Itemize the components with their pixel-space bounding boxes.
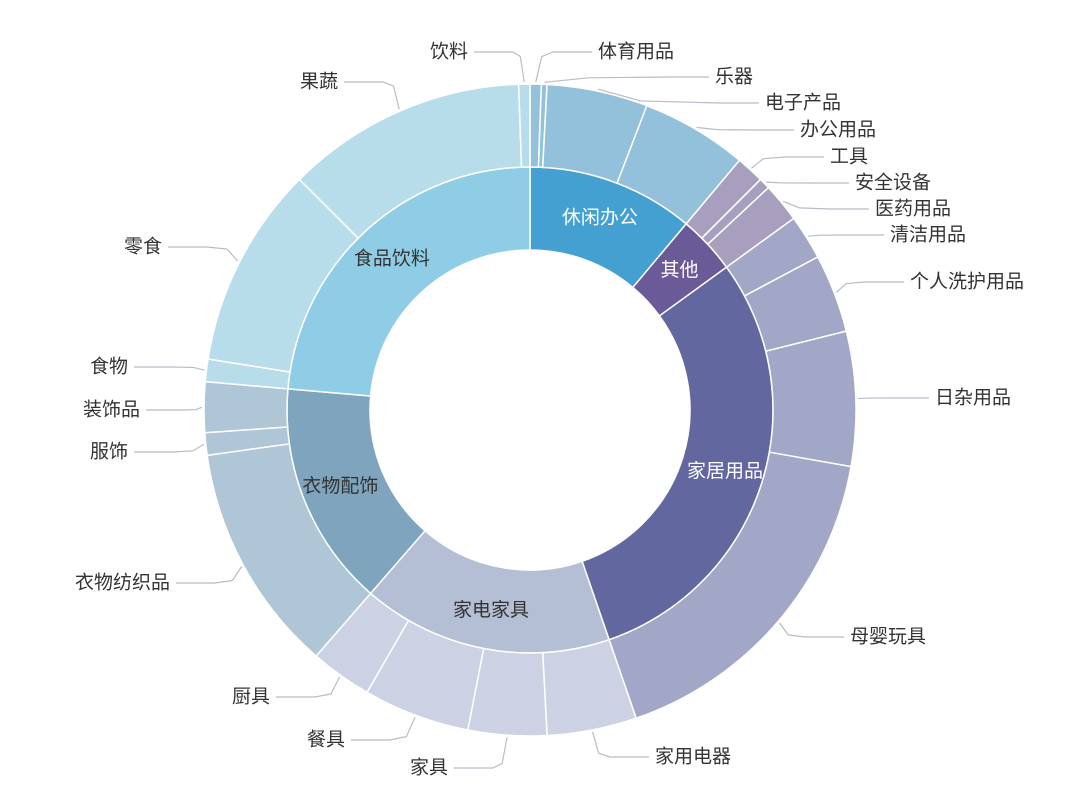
- outer-label: 服饰: [90, 441, 128, 463]
- leader-line: [835, 281, 904, 293]
- leader-line: [544, 76, 709, 83]
- outer-segment: [203, 380, 289, 434]
- leader-line: [351, 716, 416, 741]
- inner-label: 食品饮料: [354, 248, 430, 270]
- outer-label: 饮料: [430, 41, 468, 63]
- leader-line: [592, 731, 649, 758]
- outer-label: 工具: [830, 146, 868, 168]
- outer-label: 餐具: [307, 729, 345, 751]
- outer-label: 果蔬: [300, 71, 338, 93]
- outer-label: 办公用品: [800, 119, 876, 141]
- leader-line: [276, 676, 341, 698]
- leader-line: [765, 181, 849, 184]
- outer-label: 零食: [124, 236, 162, 258]
- outer-label: 个人洗护用品: [910, 271, 1024, 293]
- leader-line: [778, 622, 844, 638]
- outer-label: 清洁用品: [890, 224, 966, 246]
- leader-line: [474, 51, 525, 83]
- leader-line: [168, 246, 239, 262]
- outer-label: 家具: [410, 757, 448, 779]
- leader-line: [782, 200, 869, 210]
- outer-label: 日杂用品: [935, 387, 1011, 409]
- leader-line: [454, 737, 508, 769]
- outer-label: 家用电器: [655, 746, 731, 768]
- outer-segment: [764, 330, 857, 468]
- inner-label: 其他: [661, 259, 699, 281]
- inner-label: 休闲办公: [562, 206, 638, 228]
- outer-label: 母婴玩具: [850, 626, 926, 648]
- outer-label: 厨具: [232, 686, 270, 708]
- inner-label: 家居用品: [687, 460, 763, 482]
- leader-line: [176, 566, 243, 584]
- leader-line: [857, 397, 929, 400]
- leader-line: [808, 234, 884, 237]
- leader-line: [751, 156, 824, 169]
- outer-label: 体育用品: [598, 41, 674, 63]
- leader-line: [134, 366, 205, 371]
- leader-line: [696, 126, 794, 131]
- outer-label: 衣物纺织品: [75, 572, 170, 594]
- outer-label: 电子产品: [765, 92, 841, 114]
- inner-label: 家电家具: [453, 599, 529, 621]
- leader-line: [598, 88, 759, 104]
- leader-line: [146, 406, 203, 411]
- leader-line: [344, 81, 400, 110]
- outer-label: 乐器: [715, 66, 753, 88]
- leader-line: [134, 443, 205, 453]
- outer-segment: [517, 83, 531, 168]
- leader-line: [535, 51, 592, 83]
- outer-label: 装饰品: [83, 399, 140, 421]
- outer-label: 安全设备: [855, 172, 931, 194]
- inner-label: 衣物配饰: [302, 475, 378, 497]
- outer-label: 食物: [90, 356, 128, 378]
- outer-label: 医药用品: [875, 198, 951, 220]
